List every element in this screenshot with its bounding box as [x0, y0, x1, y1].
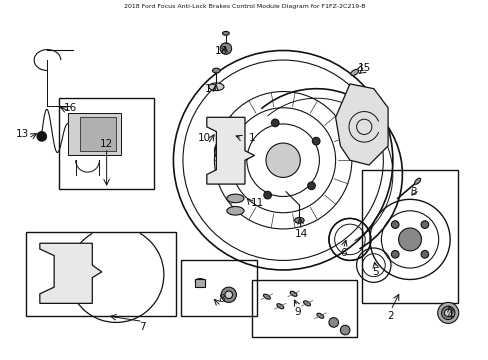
- Text: 6: 6: [339, 248, 346, 258]
- Ellipse shape: [303, 301, 310, 306]
- Polygon shape: [40, 243, 102, 303]
- Ellipse shape: [414, 178, 420, 184]
- Circle shape: [390, 251, 398, 258]
- Circle shape: [328, 318, 338, 327]
- Bar: [25, 232, 176, 316]
- Polygon shape: [68, 113, 121, 156]
- Text: 4: 4: [446, 311, 452, 321]
- Polygon shape: [80, 117, 116, 151]
- Ellipse shape: [226, 207, 244, 215]
- Circle shape: [444, 309, 451, 317]
- Bar: [195, 279, 204, 287]
- Text: 3: 3: [410, 187, 416, 197]
- Text: 15: 15: [357, 63, 370, 73]
- Circle shape: [271, 119, 279, 127]
- Circle shape: [420, 221, 428, 228]
- Text: 14: 14: [294, 229, 307, 239]
- Circle shape: [420, 251, 428, 258]
- Circle shape: [307, 182, 315, 190]
- Circle shape: [390, 221, 398, 228]
- Text: 16: 16: [63, 103, 77, 113]
- Text: 5: 5: [372, 267, 378, 277]
- Bar: [59, 98, 154, 189]
- Bar: [251, 279, 356, 337]
- Circle shape: [265, 143, 300, 177]
- Text: 18: 18: [214, 45, 227, 55]
- Ellipse shape: [195, 279, 204, 284]
- Ellipse shape: [212, 68, 220, 73]
- Circle shape: [220, 145, 231, 156]
- Ellipse shape: [208, 83, 224, 91]
- Circle shape: [241, 152, 248, 160]
- Text: 8: 8: [217, 294, 224, 303]
- Circle shape: [441, 306, 454, 320]
- Ellipse shape: [316, 313, 323, 318]
- Text: 9: 9: [294, 307, 300, 317]
- Circle shape: [312, 137, 319, 145]
- Text: 2: 2: [387, 311, 393, 321]
- Ellipse shape: [294, 217, 304, 223]
- Text: 7: 7: [139, 322, 146, 332]
- Text: 12: 12: [100, 139, 113, 149]
- Circle shape: [221, 287, 236, 302]
- Circle shape: [37, 132, 46, 141]
- Text: 10: 10: [197, 133, 210, 143]
- Ellipse shape: [222, 31, 229, 35]
- Text: 11: 11: [250, 198, 264, 208]
- Bar: [362, 170, 457, 303]
- Text: 13: 13: [16, 130, 29, 139]
- Circle shape: [220, 43, 231, 54]
- Text: 17: 17: [204, 84, 218, 94]
- Ellipse shape: [276, 304, 283, 309]
- Ellipse shape: [226, 194, 244, 203]
- Ellipse shape: [289, 291, 297, 296]
- Circle shape: [340, 325, 349, 335]
- Polygon shape: [206, 117, 254, 184]
- Circle shape: [263, 191, 271, 199]
- Ellipse shape: [263, 294, 270, 299]
- Circle shape: [398, 228, 421, 251]
- Title: 2018 Ford Focus Anti-Lock Brakes Control Module Diagram for F1FZ-2C219-B: 2018 Ford Focus Anti-Lock Brakes Control…: [123, 4, 365, 9]
- Ellipse shape: [350, 69, 358, 76]
- Circle shape: [224, 291, 232, 298]
- Circle shape: [437, 302, 458, 323]
- Text: 1: 1: [248, 133, 254, 143]
- Polygon shape: [335, 84, 387, 165]
- Bar: [181, 260, 257, 316]
